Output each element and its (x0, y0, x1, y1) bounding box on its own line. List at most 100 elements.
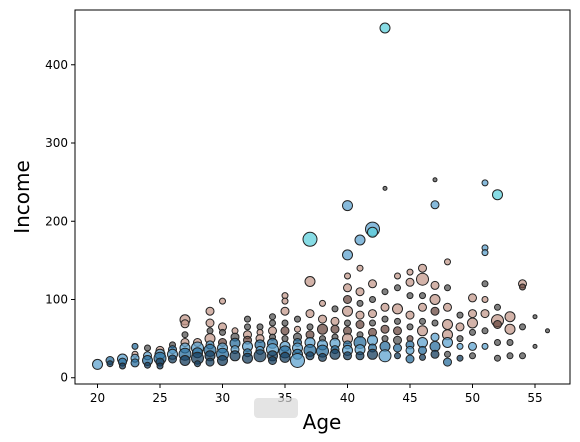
data-point (481, 342, 489, 350)
data-point (480, 309, 490, 319)
data-point (205, 306, 215, 316)
y-axis-label: Income (10, 160, 34, 234)
data-point (418, 345, 427, 355)
data-point (269, 313, 276, 321)
data-point (393, 335, 402, 345)
data-point (481, 280, 489, 288)
data-point (380, 302, 390, 312)
data-point (481, 296, 489, 303)
x-tick-label: 45 (402, 391, 417, 405)
data-point (319, 299, 326, 307)
data-point (392, 303, 403, 315)
x-tick-label: 20 (90, 391, 105, 405)
data-point (430, 280, 440, 290)
data-point (444, 350, 451, 358)
x-tick-label: 30 (215, 391, 230, 405)
data-point (406, 323, 414, 331)
y-tick-label: 300 (45, 136, 68, 150)
data-point (343, 351, 352, 361)
data-point (405, 345, 415, 355)
data-point (244, 323, 251, 331)
data-point (131, 342, 139, 350)
x-axis-ticks: 2025303540455055 (90, 384, 543, 405)
data-point (456, 335, 464, 343)
data-point (406, 292, 414, 300)
data-point (481, 249, 489, 257)
data-point (369, 296, 376, 303)
data-point (318, 314, 327, 324)
data-point (306, 323, 314, 331)
data-point (442, 337, 453, 348)
data-point (268, 326, 277, 336)
data-point (219, 297, 226, 305)
data-point (342, 305, 353, 317)
data-point (330, 316, 340, 326)
axes-frame (74, 9, 571, 385)
data-point (355, 287, 365, 297)
data-point (355, 320, 365, 329)
data-point (356, 299, 364, 307)
data-point (130, 358, 140, 368)
data-point (519, 352, 526, 360)
data-point (318, 352, 327, 362)
data-point (342, 200, 353, 212)
data-point (545, 328, 550, 334)
data-point (180, 319, 190, 329)
data-point (106, 360, 114, 368)
data-point (302, 231, 318, 247)
data-point (343, 283, 352, 293)
data-point (168, 354, 177, 364)
data-point (456, 342, 464, 350)
data-point (305, 351, 315, 361)
data-point (330, 324, 340, 334)
data-point (92, 358, 103, 370)
data-point (381, 288, 389, 296)
data-point (281, 297, 289, 305)
data-point (281, 335, 289, 343)
data-point (394, 352, 401, 360)
data-point (355, 310, 365, 320)
data-point (268, 356, 277, 365)
data-point (344, 319, 351, 327)
data-point (144, 344, 151, 352)
y-axis-ticks: 0 100 200 300 400 (45, 58, 75, 385)
data-point (382, 185, 388, 191)
data-point (494, 354, 501, 362)
data-point (418, 263, 427, 273)
data-point (418, 302, 427, 312)
data-point (456, 354, 464, 362)
data-point (430, 349, 440, 359)
data-point (355, 351, 365, 361)
y-tick-label: 100 (45, 292, 68, 306)
data-point (304, 276, 316, 287)
data-point (368, 309, 377, 319)
data-point (494, 303, 501, 311)
x-axis-label: Age (303, 410, 342, 434)
data-point (444, 258, 451, 266)
data-point (331, 305, 339, 313)
data-point (229, 350, 241, 362)
data-point (417, 325, 428, 337)
data-point (416, 272, 429, 286)
data-point (394, 272, 401, 280)
data-point (379, 22, 391, 34)
x-tick-label: 50 (465, 391, 480, 405)
data-point (156, 362, 164, 370)
data-point (419, 353, 426, 361)
data-point (468, 309, 477, 319)
data-point (455, 322, 465, 332)
data-point (506, 339, 514, 346)
data-point (393, 326, 402, 336)
data-point (492, 189, 503, 201)
x-tick-label: 55 (527, 391, 542, 405)
data-point (504, 323, 516, 335)
data-point (443, 302, 452, 312)
data-point (305, 309, 315, 319)
data-point (144, 361, 151, 369)
data-point (329, 348, 341, 360)
data-point (469, 352, 476, 360)
data-point (444, 284, 451, 292)
data-point (181, 331, 189, 339)
data-point (429, 294, 441, 305)
data-point (406, 268, 414, 276)
